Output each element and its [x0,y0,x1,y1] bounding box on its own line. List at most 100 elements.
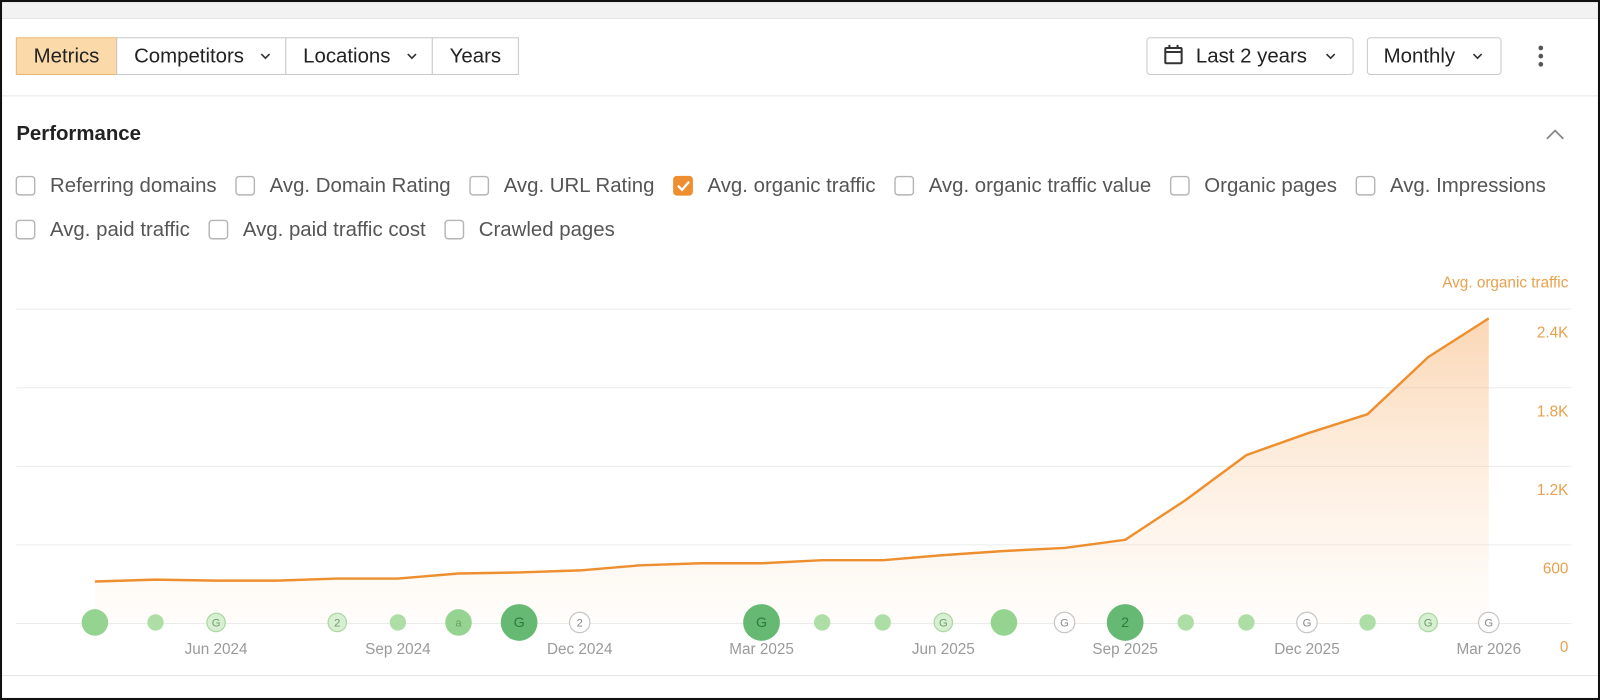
metric-label: Avg. organic traffic value [929,175,1152,197]
metric-label: Crawled pages [479,219,615,241]
checkbox[interactable] [235,175,256,196]
metric-label: Avg. paid traffic cost [243,219,426,241]
event-marker[interactable] [500,604,538,641]
x-tick-label: Jun 2024 [185,641,248,658]
chart: 0 600 1.2K 1.8K 2.4K Avg. organic traffic Jun … [16,275,1572,658]
metric-option[interactable]: Avg. paid traffic cost [208,219,426,241]
metric-option[interactable]: Avg. paid traffic [15,219,190,241]
metric-label: Avg. Impressions [1390,175,1546,197]
event-marker[interactable] [874,614,891,631]
event-marker[interactable] [990,609,1018,636]
checkbox[interactable] [15,175,36,196]
event-label: 2 [1121,615,1129,631]
metric-option[interactable]: Organic pages [1169,175,1337,197]
y-tick-label: 1.8K [1537,403,1569,420]
line [94,317,1490,583]
metric-option[interactable]: Avg. URL Rating [469,175,655,197]
chevron [407,53,417,60]
x-tick-label: Mar 2025 [729,641,794,658]
tab-label: Competitors [134,46,244,68]
event-marker[interactable] [933,612,954,633]
event-marker[interactable] [327,612,348,633]
event-label: G [1484,617,1493,629]
x-tick-label: Mar 2026 [1456,641,1521,658]
metric-option[interactable]: Avg. organic traffic value [894,175,1152,197]
checkbox[interactable] [1355,175,1376,196]
event-marker[interactable] [1359,614,1376,631]
collapse-button[interactable] [1546,129,1564,140]
event-label: G [939,617,948,629]
y-tick-label: 0 [1560,639,1569,656]
event-marker[interactable] [1418,612,1438,633]
event-label: 2 [334,617,340,629]
event-label: 2 [577,617,583,629]
calendar-icon [1164,44,1183,65]
metric-option[interactable]: Avg. organic traffic [673,175,876,197]
top-strip [0,0,1600,19]
event-label: a [455,617,462,629]
tab-button[interactable] [431,37,519,75]
metric-label: Organic pages [1204,175,1337,197]
y-axis-title: Avg. organic traffic [1442,275,1568,292]
event-marker[interactable] [1477,611,1500,634]
metric-label: Avg. URL Rating [504,175,655,197]
metric-option[interactable]: Crawled pages [444,219,615,241]
y-tick-label: 600 [1543,560,1569,577]
event-marker[interactable] [1177,614,1194,631]
event-marker[interactable] [445,609,472,636]
checkbox[interactable] [208,219,229,240]
tab-label: Locations [303,46,390,68]
event-marker[interactable] [743,604,780,641]
checkbox[interactable] [469,175,490,196]
event-label: G [756,615,767,631]
y-tick-label: 2.4K [1537,325,1569,342]
date-range-button[interactable] [1146,37,1354,75]
tab-group: Metrics Competitors Locations Years [15,37,519,75]
event-marker[interactable] [1296,611,1318,634]
checkbox[interactable] [894,175,915,196]
event-marker[interactable] [206,612,226,633]
checkbox[interactable] [1169,175,1190,196]
interval-button[interactable] [1366,37,1502,75]
x-tick-label: Sep 2025 [1092,641,1157,658]
event-marker[interactable] [1053,611,1076,634]
event-marker[interactable] [1238,614,1255,631]
x-tick-label: Dec 2025 [1274,641,1339,658]
event-marker[interactable] [813,614,831,631]
section-title: Performance [16,123,141,145]
event-label: G [212,617,221,629]
event-marker[interactable] [389,614,407,631]
metric-label: Avg. organic traffic [708,175,876,197]
tab-button[interactable] [285,37,433,75]
event-marker[interactable] [147,614,164,631]
metric-option[interactable]: Avg. Impressions [1355,175,1546,197]
event-marker[interactable] [1106,604,1144,641]
event-label: G [514,615,525,631]
event-label: G [1424,617,1433,629]
metric-label: Referring domains [50,175,217,197]
tab-label: Years [450,46,501,68]
more-button[interactable] [1538,45,1544,67]
event-label: G [1060,617,1069,629]
event-marker[interactable] [81,609,109,636]
x-tick-label: Dec 2024 [547,641,613,658]
interval-label: Monthly [1384,46,1456,68]
event-label: G [1303,617,1312,629]
tab-button[interactable] [116,37,287,75]
checkbox[interactable] [15,219,36,240]
event-marker[interactable] [568,611,591,634]
metric-option[interactable]: Referring domains [15,175,217,197]
metric-option[interactable]: Avg. Domain Rating [235,175,451,197]
checkbox[interactable] [673,175,693,196]
y-tick-label: 1.2K [1537,482,1569,499]
checkbox[interactable] [444,219,465,240]
area-fill [94,318,1489,624]
chevron [1472,53,1483,60]
chevron [260,53,271,60]
checkmark [677,180,690,192]
tab-button[interactable] [15,37,118,75]
date-range-label: Last 2 years [1196,46,1307,68]
